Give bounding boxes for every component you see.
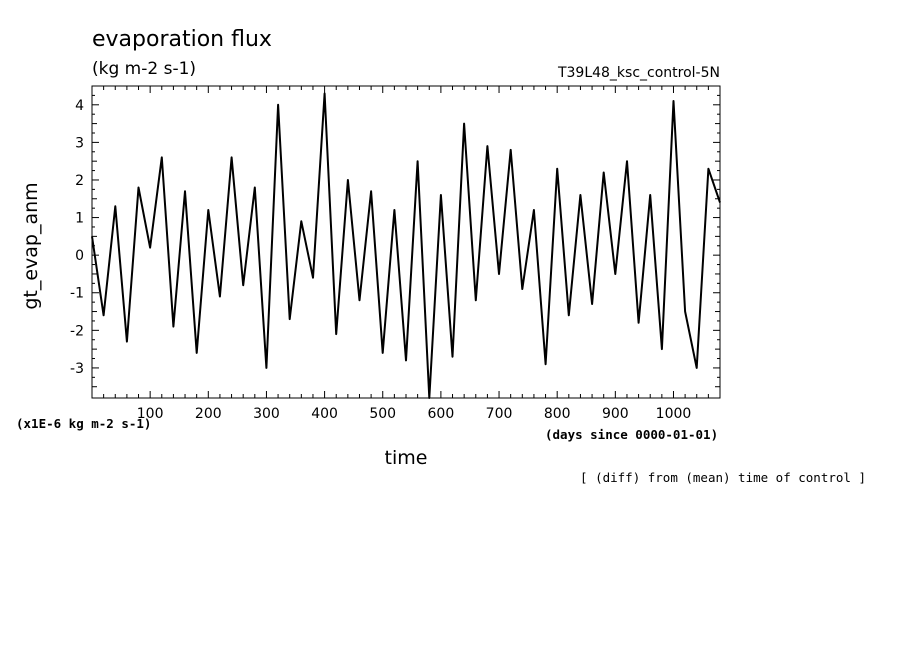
x-tick-label: 200: [195, 406, 222, 422]
x-units-label: (days since 0000-01-01): [545, 427, 718, 442]
x-tick-label: 400: [311, 406, 338, 422]
plot-area: [91, 85, 721, 399]
y-tick-label: -3: [70, 361, 84, 377]
x-tick-label: 900: [602, 406, 629, 422]
x-tick-label: 700: [486, 406, 513, 422]
y-tick-label: 3: [75, 135, 84, 151]
series-line-gt-evap-anm: [91, 92, 721, 399]
x-tick-label: 600: [428, 406, 455, 422]
x-tick-label: 300: [253, 406, 280, 422]
y-tick-label: 2: [75, 173, 84, 189]
y-axis-label: gt_evap_anm: [20, 182, 42, 309]
y-tick-label: -1: [70, 286, 84, 302]
chart-title: evaporation flux: [92, 27, 272, 52]
y-tick-label: 0: [75, 248, 84, 264]
y-tick-label: 1: [75, 211, 84, 227]
y-tick-label: -2: [70, 323, 84, 339]
chart-units: (kg m-2 s-1): [92, 59, 196, 79]
y-tick-label: 4: [75, 98, 84, 114]
x-tick-label: 100: [137, 406, 164, 422]
y-scale-label: (x1E-6 kg m-2 s-1): [16, 416, 151, 431]
y-axis: -3 -2 -1 0 1 2 3 4: [70, 94, 720, 388]
note: [ (diff) from (mean) time of control ]: [580, 470, 866, 485]
x-axis-label: time: [385, 447, 428, 469]
x-axis: 100 200 300 400 500 600 700 800 900 1000: [103, 86, 709, 422]
x-tick-label: 500: [369, 406, 396, 422]
case-label: T39L48_ksc_control-5N: [557, 65, 720, 81]
x-tick-label: 1000: [656, 406, 692, 422]
x-tick-label: 800: [544, 406, 571, 422]
